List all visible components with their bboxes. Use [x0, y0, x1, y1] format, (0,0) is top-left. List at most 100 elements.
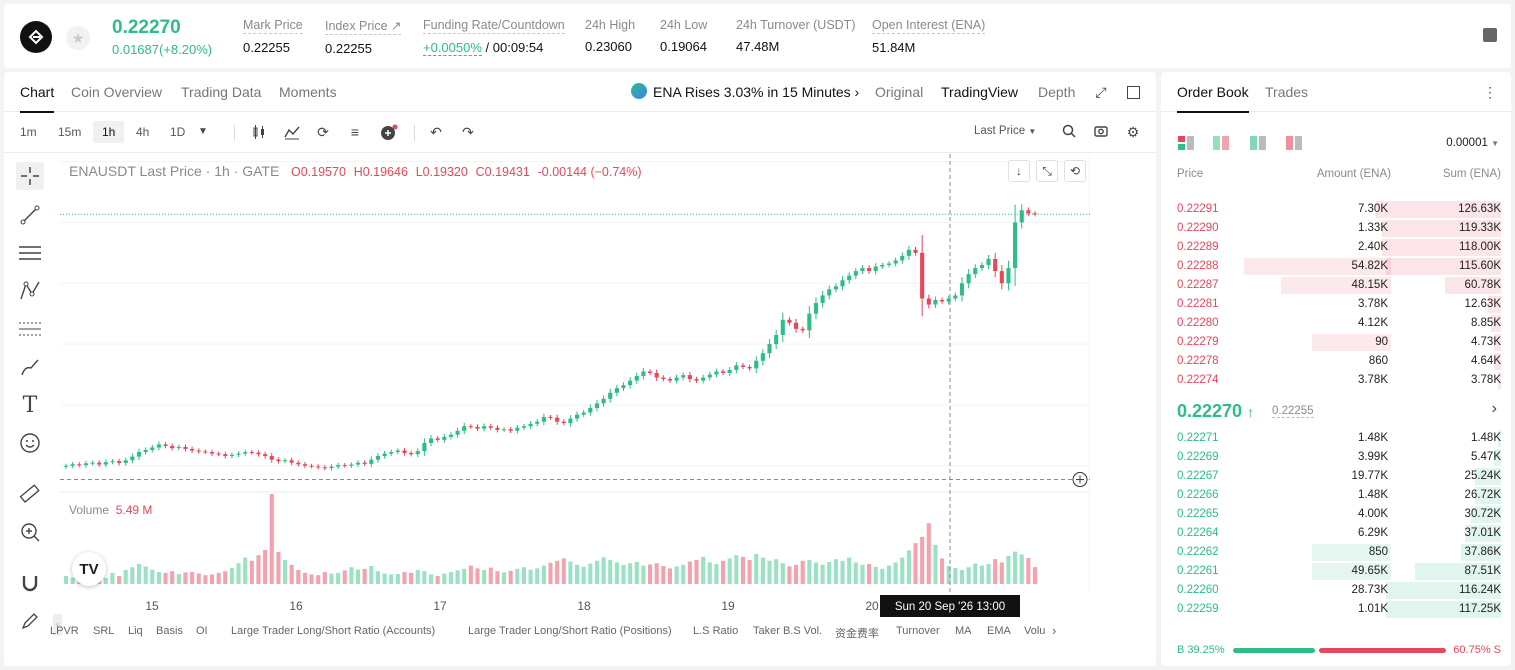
ask-row[interactable]: 0.22279 90 4.73K: [1171, 333, 1501, 352]
more-options-icon[interactable]: ⋮: [1483, 84, 1497, 100]
horizontal-lines-tool-icon[interactable]: [16, 239, 44, 267]
ask-row[interactable]: 0.22278 860 4.64K: [1171, 352, 1501, 371]
price-chart[interactable]: 0.240000.220000.200000.180000.160000.140…: [60, 154, 1090, 666]
bid-row[interactable]: 0.22267 19.77K 25.24K: [1171, 467, 1501, 486]
indicator-ls-positions[interactable]: Large Trader Long/Short Ratio (Positions…: [468, 625, 672, 637]
indicator-ls-accounts[interactable]: Large Trader Long/Short Ratio (Accounts): [231, 625, 436, 637]
indicator-taker-vol[interactable]: Taker B.S Vol.: [753, 625, 823, 637]
ruler-tool-icon[interactable]: [16, 480, 44, 508]
timeframe-15m[interactable]: 15m: [58, 125, 82, 139]
bid-row[interactable]: 0.22264 6.29K 37.01K: [1171, 524, 1501, 543]
price-type-select[interactable]: Last Price ▼: [974, 125, 1037, 137]
ask-row[interactable]: 0.22288 54.82K 115.60K: [1171, 257, 1501, 276]
indicator-funding-rate[interactable]: 资金费率: [835, 628, 879, 640]
ask-row[interactable]: 0.22287 48.15K 60.78K: [1171, 276, 1501, 295]
tab-moments[interactable]: Moments: [279, 84, 337, 100]
layout-both-icon[interactable]: [1178, 136, 1194, 150]
ask-row[interactable]: 0.22290 1.33K 119.33K: [1171, 219, 1501, 238]
refresh-icon[interactable]: ⟲: [1064, 160, 1086, 182]
guide-book-icon[interactable]: [1483, 28, 1497, 42]
brush-tool-icon[interactable]: [16, 353, 44, 381]
indicator-liq[interactable]: Liq: [128, 625, 143, 637]
indicator-volume[interactable]: Volu: [1024, 625, 1046, 637]
trend-line-tool-icon[interactable]: [16, 201, 44, 229]
layout-green-icon[interactable]: [1250, 136, 1266, 150]
pattern-tool-icon[interactable]: [16, 277, 44, 305]
favorite-star-icon[interactable]: ★: [66, 26, 90, 50]
camera-icon[interactable]: [1093, 124, 1109, 140]
scroll-down-icon[interactable]: ↓: [1008, 160, 1030, 182]
collapse-toolbar-button[interactable]: ‹: [53, 614, 62, 636]
indicator-turnover[interactable]: Turnover: [896, 625, 940, 637]
timeframe-1d[interactable]: 1D: [170, 125, 186, 139]
layout-asks-icon[interactable]: [1286, 136, 1302, 150]
bid-row[interactable]: 0.22262 850 37.86K: [1171, 543, 1501, 562]
indicator-ma[interactable]: MA: [955, 625, 972, 637]
bid-row[interactable]: 0.22261 49.65K 87.51K: [1171, 562, 1501, 581]
zoom-in-tool-icon[interactable]: [16, 518, 44, 546]
redo-icon[interactable]: ↷: [462, 124, 474, 140]
gear-icon[interactable]: ⚙: [1126, 124, 1140, 140]
candle-type-icon[interactable]: [251, 124, 267, 140]
timeframe-1m[interactable]: 1m: [20, 125, 37, 139]
ask-row[interactable]: 0.22281 3.78K 12.63K: [1171, 295, 1501, 314]
mid-mark-price[interactable]: 0.22255: [1272, 405, 1314, 418]
tab-order-book[interactable]: Order Book: [1177, 84, 1249, 113]
stat-mark-price[interactable]: Mark Price 0.22255: [243, 18, 303, 55]
volume-bar: [747, 560, 752, 584]
bid-row[interactable]: 0.22259 1.01K 117.25K: [1171, 600, 1501, 619]
view-depth[interactable]: Depth: [1038, 84, 1076, 100]
add-indicator-icon[interactable]: [380, 124, 398, 140]
tab-coin-overview[interactable]: Coin Overview: [71, 84, 163, 100]
view-tradingview[interactable]: TradingView: [941, 84, 1019, 100]
fit-chevrons-icon[interactable]: ⤡: [1036, 160, 1058, 182]
compare-icon[interactable]: ⟳: [317, 124, 329, 140]
indicator-oi[interactable]: OI: [196, 625, 208, 637]
tab-trades[interactable]: Trades: [1265, 84, 1309, 100]
ask-row[interactable]: 0.22280 4.12K 8.85K: [1171, 314, 1501, 333]
draw-mode-tool-icon[interactable]: [16, 607, 44, 635]
window-icon[interactable]: [1127, 86, 1140, 99]
indicator-ls-ratio[interactable]: L.S Ratio: [693, 625, 739, 637]
chevron-right-icon[interactable]: ›: [1491, 400, 1497, 417]
fib-tool-icon[interactable]: [16, 315, 44, 343]
crosshair-tool-icon[interactable]: [16, 162, 44, 190]
stat-open-interest[interactable]: Open Interest (ENA) 51.84M: [872, 18, 986, 55]
indicator-lpvr[interactable]: LPVR: [50, 625, 79, 637]
indicator-basis[interactable]: Basis: [156, 625, 183, 637]
bid-row[interactable]: 0.22260 28.73K 116.24K: [1171, 581, 1501, 600]
magnet-tool-icon[interactable]: [16, 569, 44, 597]
expand-icon[interactable]: ⤢: [1095, 84, 1107, 100]
view-original[interactable]: Original: [875, 84, 924, 100]
layout-bids-icon[interactable]: [1213, 136, 1229, 150]
volume-bar: [236, 563, 241, 584]
indicator-ema[interactable]: EMA: [987, 625, 1011, 637]
bid-row[interactable]: 0.22271 1.48K 1.48K: [1171, 429, 1501, 448]
text-tool-icon[interactable]: T: [22, 392, 38, 418]
precision-select[interactable]: 0.00001 ▼: [1446, 137, 1499, 149]
settings-list-icon[interactable]: ≡: [350, 124, 360, 140]
bid-row[interactable]: 0.22266 1.48K 26.72K: [1171, 486, 1501, 505]
candle-body: [993, 258, 998, 272]
bid-row[interactable]: 0.22269 3.99K 5.47K: [1171, 448, 1501, 467]
timeframe-dropdown-icon[interactable]: ▼: [198, 126, 208, 137]
ask-row[interactable]: 0.22289 2.40K 118.00K: [1171, 238, 1501, 257]
news-ticker[interactable]: ENA Rises 3.03% in 15 Minutes ›: [653, 84, 860, 100]
indicator-srl[interactable]: SRL: [93, 625, 115, 637]
stat-funding-rate[interactable]: Funding Rate/Countdown +0.0050% / 00:09:…: [423, 18, 565, 56]
search-icon[interactable]: [1061, 124, 1077, 140]
tab-chart[interactable]: Chart: [20, 84, 55, 113]
stat-index-price[interactable]: Index Price ↗ 0.22255: [325, 19, 402, 56]
bid-row[interactable]: 0.22265 4.00K 30.72K: [1171, 505, 1501, 524]
timeframe-4h[interactable]: 4h: [136, 125, 150, 139]
tab-trading-data[interactable]: Trading Data: [181, 84, 262, 100]
emoji-tool-icon[interactable]: [16, 429, 44, 457]
undo-icon[interactable]: ↶: [430, 124, 442, 140]
indicator-scroll-right-icon[interactable]: ›: [1052, 623, 1057, 638]
ask-row[interactable]: 0.22291 7.30K 126.63K: [1171, 200, 1501, 219]
timeframe-1h[interactable]: 1h: [93, 121, 125, 143]
ask-row[interactable]: 0.22274 3.78K 3.78K: [1171, 371, 1501, 390]
candle-body: [561, 421, 566, 424]
indicators-icon[interactable]: [284, 124, 300, 140]
tradingview-logo-icon[interactable]: TV: [72, 552, 106, 586]
